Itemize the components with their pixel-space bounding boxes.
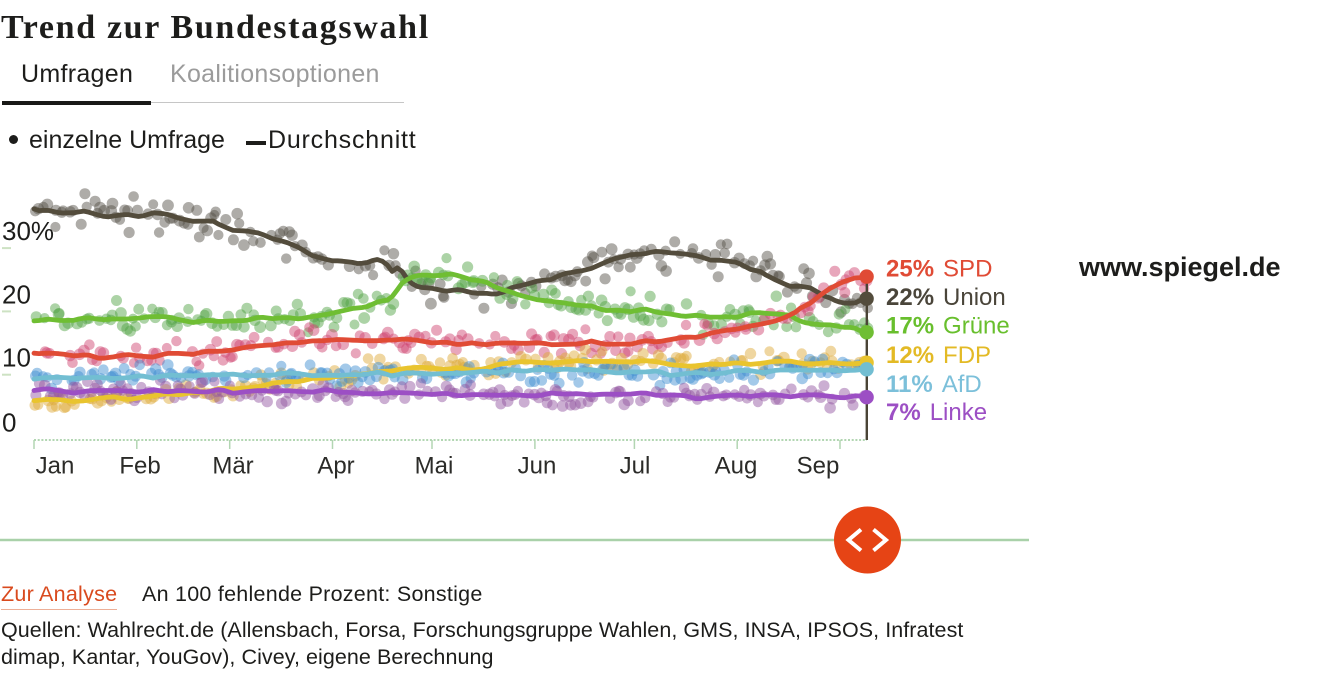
svg-text:Feb: Feb (119, 453, 160, 480)
svg-text:17%Grüne: 17% Grüne (886, 313, 1010, 340)
svg-text:Mär: Mär (212, 453, 253, 480)
svg-text:11%AfD: 11% AfD (886, 371, 982, 398)
svg-text:Aug: Aug (715, 453, 758, 480)
svg-text:Mai: Mai (415, 453, 454, 480)
svg-text:Jul: Jul (620, 453, 651, 480)
svg-text:12%FDP: 12% FDP (886, 342, 991, 369)
svg-text:Sep: Sep (797, 453, 840, 480)
svg-text:25%SPD: 25% SPD (886, 256, 992, 283)
svg-text:7%Linke: 7% Linke (886, 399, 987, 426)
svg-text:Apr: Apr (317, 453, 354, 480)
svg-text:0: 0 (2, 408, 16, 438)
svg-text:22%Union: 22% Union (886, 284, 1006, 311)
svg-text:10: 10 (2, 343, 31, 373)
svg-text:Jun: Jun (518, 453, 557, 480)
svg-text:20: 20 (2, 279, 31, 309)
svg-text:30%: 30% (2, 216, 54, 246)
svg-text:Jan: Jan (36, 453, 75, 480)
